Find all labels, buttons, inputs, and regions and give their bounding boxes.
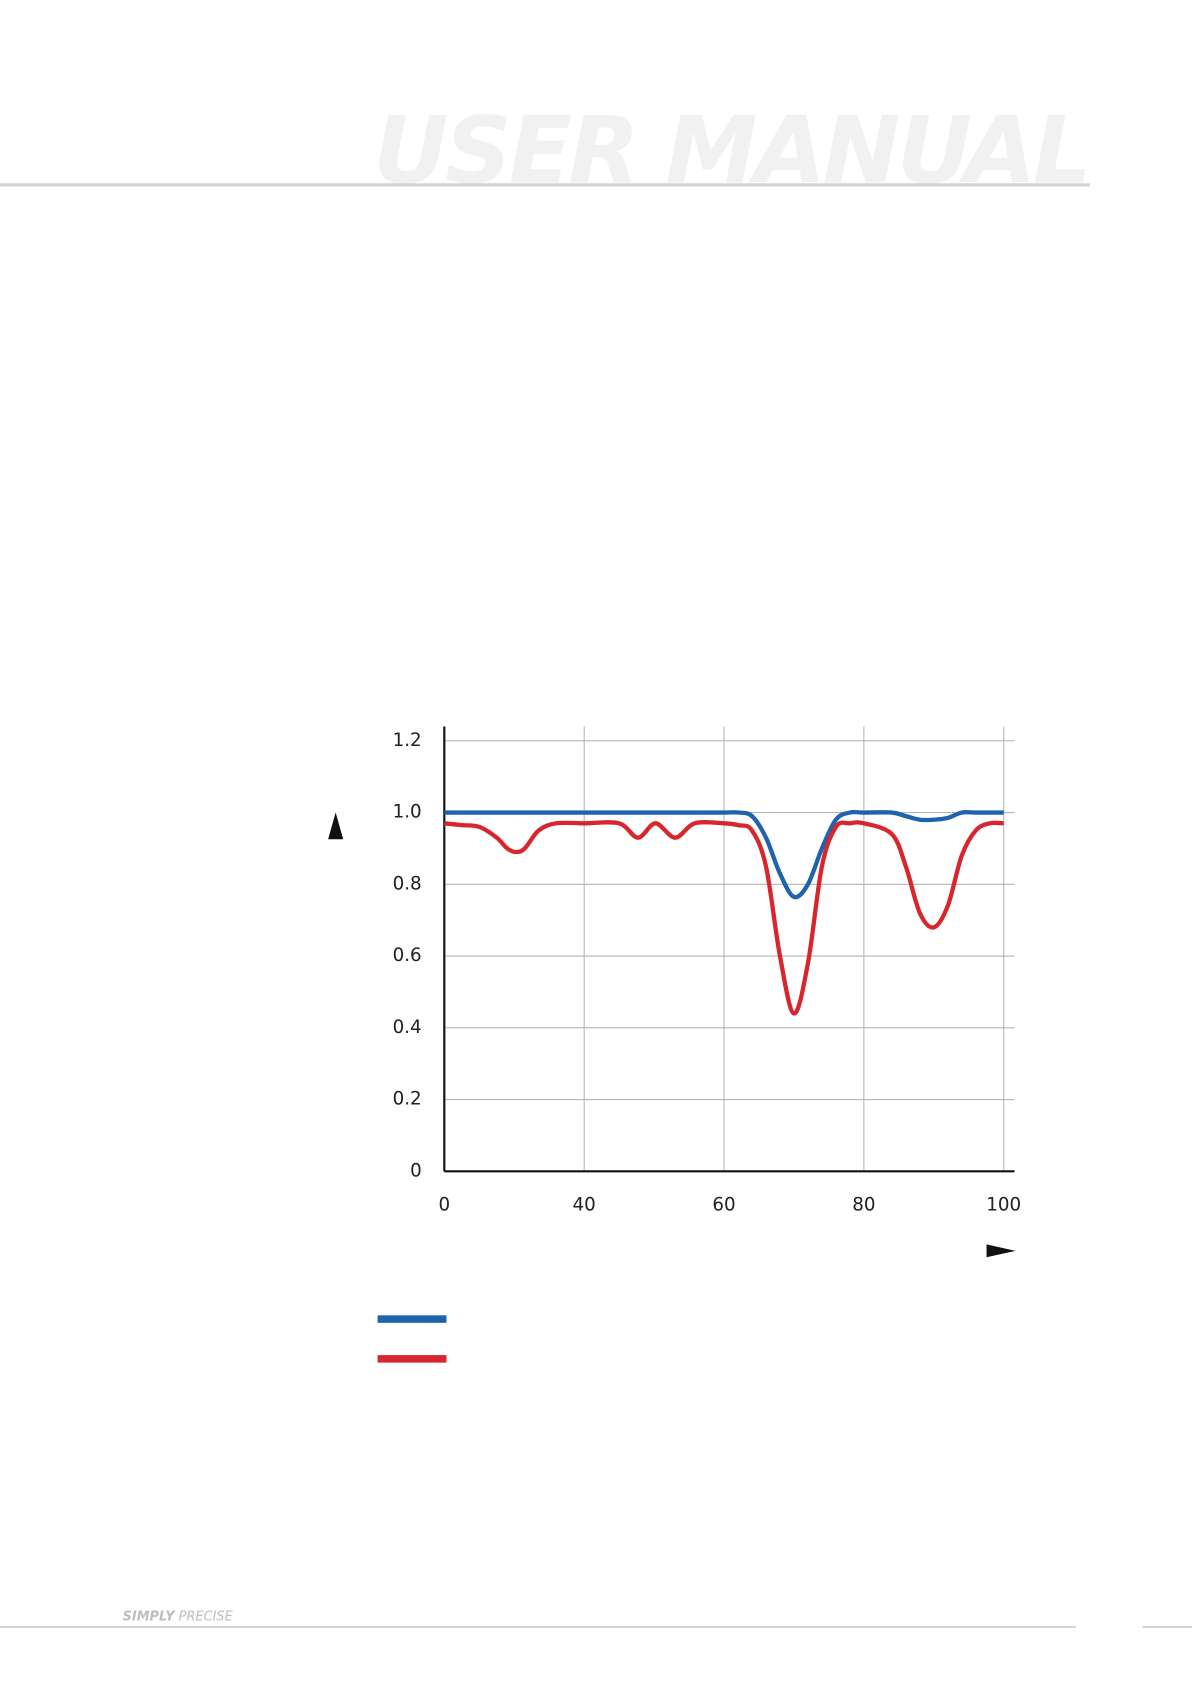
- y-axis-arrow: [328, 812, 344, 840]
- footer-tagline: PRECISE: [179, 1610, 234, 1625]
- x-tick-label: 0: [438, 1195, 450, 1216]
- data-line: [444, 809, 1004, 900]
- y-tick-label: 0: [410, 1160, 422, 1181]
- footer-brand: SIMPLY PRECISE: [123, 1610, 234, 1625]
- x-tick-label: 40: [573, 1195, 596, 1216]
- legend-swatch: [377, 1315, 447, 1323]
- y-tick-label: 1.2: [393, 730, 422, 751]
- y-tick-label: 1.0: [393, 802, 422, 823]
- x-tick-label: 60: [712, 1195, 735, 1216]
- chart: 0 0.2 0.4 0.6 0.8 1.0 1.2 0 40 60 80 100: [393, 726, 1021, 1216]
- data-line: [444, 820, 1004, 1016]
- x-tick-label: 100: [986, 1195, 1021, 1216]
- y-tick-label: 0.2: [393, 1089, 422, 1110]
- header-title: USER MANUAL: [373, 97, 1088, 205]
- y-tick-label: 0.6: [393, 945, 422, 966]
- legend-swatch: [377, 1355, 447, 1363]
- y-tick-label: 0.8: [393, 873, 422, 894]
- x-tick-label: 80: [852, 1195, 875, 1216]
- y-tick-label: 0.4: [393, 1017, 422, 1038]
- x-axis-arrow: [986, 1244, 1016, 1258]
- footer-brand-strong: SIMPLY: [123, 1610, 177, 1625]
